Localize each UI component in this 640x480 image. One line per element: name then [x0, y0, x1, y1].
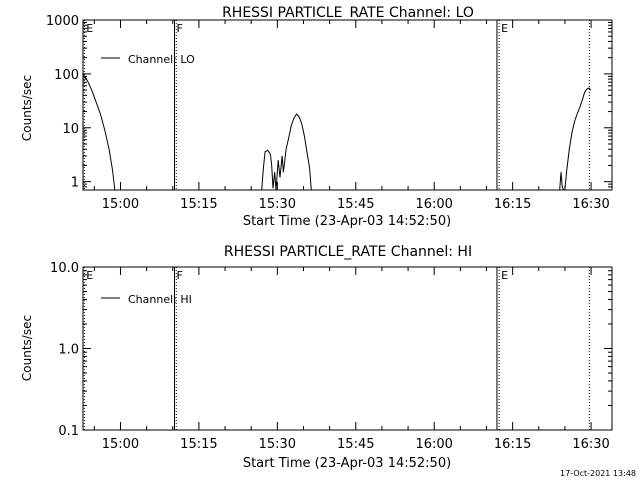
x-tick-label-1-1: 15:15	[180, 437, 217, 452]
hi-channel-panel: RHESSI PARTICLE_RATE Channel: HI Start T…	[20, 244, 613, 471]
series-line-0-0-2	[275, 113, 312, 191]
lo-legend-label: Channel: LO	[128, 53, 195, 66]
x-tick-label-1-2: 15:30	[259, 437, 296, 452]
x-tick-label-0-2: 15:30	[259, 197, 296, 212]
x-tick-label-1-6: 16:30	[572, 437, 609, 452]
y-tick-label-0-2: 100	[54, 68, 79, 83]
marker-label-1-0: E	[86, 269, 93, 282]
marker-label-0-1: F	[177, 22, 183, 35]
lo-x-axis-label: Start Time (23-Apr-03 14:52:50)	[243, 214, 451, 229]
lo-chart-title: RHESSI PARTICLE_RATE Channel: LO	[222, 5, 474, 21]
hi-chart-title: RHESSI PARTICLE_RATE Channel: HI	[224, 244, 472, 260]
x-tick-label-1-5: 16:15	[494, 437, 531, 452]
y-tick-label-0-1: 10	[62, 122, 79, 137]
y-tick-label-0-0: 1	[71, 176, 79, 191]
y-tick-label-1-2: 10.0	[50, 261, 79, 276]
marker-label-0-4: E	[501, 22, 508, 35]
marker-label-1-1: F	[177, 269, 183, 282]
plot-frame-0	[82, 19, 613, 191]
x-tick-label-1-4: 16:00	[415, 437, 452, 452]
x-tick-label-1-3: 15:45	[337, 437, 374, 452]
series-line-0-0-1	[261, 149, 277, 191]
y-tick-label-1-0: 0.1	[58, 424, 79, 439]
x-tick-label-0-0: 15:00	[102, 197, 139, 212]
x-tick-label-1-0: 15:00	[102, 437, 139, 452]
x-tick-label-0-1: 15:15	[180, 197, 217, 212]
x-tick-label-0-5: 16:15	[494, 197, 531, 212]
lo-y-axis-label: Counts/sec	[20, 75, 34, 141]
plot-frame-1	[82, 266, 613, 431]
y-tick-label-0-3: 1000	[46, 14, 79, 29]
marker-label-0-0: E	[86, 22, 93, 35]
hi-y-axis-label: Counts/sec	[20, 315, 34, 381]
lo-channel-panel: RHESSI PARTICLE_RATE Channel: LO Start T…	[20, 5, 613, 229]
series-line-0-0-3	[559, 172, 565, 191]
timestamp-label: 17-Oct-2021 13:48	[560, 469, 636, 478]
x-tick-label-0-6: 16:30	[572, 197, 609, 212]
series-line-0-0-4	[564, 87, 591, 191]
marker-label-1-4: E	[501, 269, 508, 282]
series-line-0-0-0	[82, 73, 116, 191]
x-tick-label-0-4: 16:00	[415, 197, 452, 212]
x-tick-label-0-3: 15:45	[337, 197, 374, 212]
hi-legend-label: Channel: HI	[128, 293, 192, 306]
hi-x-axis-label: Start Time (23-Apr-03 14:52:50)	[243, 456, 451, 471]
y-tick-label-1-1: 1.0	[58, 343, 79, 358]
